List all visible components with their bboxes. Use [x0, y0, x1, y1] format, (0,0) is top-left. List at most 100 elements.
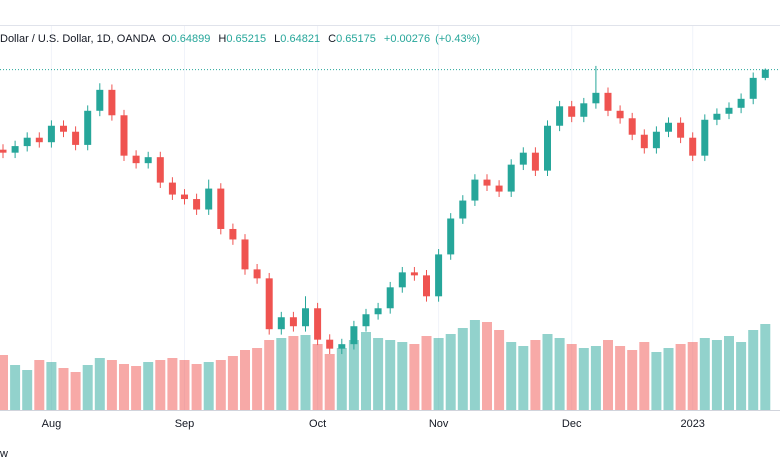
candle-body	[483, 179, 491, 186]
volume-bar	[494, 330, 505, 410]
volume-bar	[264, 340, 275, 410]
candle-body	[544, 125, 551, 171]
candle-body	[640, 134, 648, 149]
volume-bar	[409, 344, 420, 410]
volume-bar	[191, 364, 202, 410]
volume-bar	[590, 346, 601, 410]
x-tick-label: Oct	[309, 418, 326, 430]
volume-bar	[639, 342, 650, 410]
candle-body	[144, 157, 152, 164]
candle-body	[72, 131, 80, 145]
candle-body	[519, 152, 527, 165]
volume-bar	[748, 330, 759, 410]
candle-body	[592, 92, 600, 104]
candle-body	[35, 137, 43, 143]
price-layer	[0, 65, 769, 355]
candle-body	[580, 103, 588, 117]
ohlc-value: 0.65175	[336, 33, 376, 45]
candle-body	[652, 131, 660, 149]
candle-body	[495, 185, 503, 192]
candle-body	[737, 98, 745, 108]
candle-body	[314, 308, 322, 340]
candle-body	[713, 113, 721, 120]
volume-bar	[554, 338, 565, 410]
change: +0.00276	[383, 33, 431, 45]
volume-bar	[469, 320, 480, 410]
ohlc-label: L	[274, 33, 281, 45]
candle-body	[11, 146, 19, 153]
candle-body	[120, 115, 128, 156]
volume-bar	[131, 366, 142, 410]
volume-bar	[397, 342, 408, 410]
volume-bar	[82, 365, 93, 410]
volume-bar	[699, 338, 710, 410]
candle-body	[459, 200, 467, 219]
candle-body	[47, 125, 55, 143]
volume-layer	[0, 320, 771, 410]
x-tick-label: Sep	[175, 418, 195, 430]
volume-bar	[627, 350, 638, 410]
candle-body	[604, 92, 612, 111]
volume-bar	[10, 365, 21, 410]
x-tick-label: Nov	[429, 418, 449, 430]
candle-body	[628, 118, 636, 135]
volume-bar	[203, 362, 214, 410]
volume-bar	[736, 342, 747, 410]
candle-body	[217, 188, 225, 229]
volume-bar	[288, 336, 299, 410]
volume-bar	[603, 340, 613, 410]
volume-bar	[227, 356, 238, 410]
volume-bar	[276, 338, 287, 410]
volume-bar	[760, 324, 771, 410]
candle-body	[689, 137, 697, 156]
candle-body	[701, 119, 709, 156]
ohlc-label: H	[218, 33, 227, 45]
volume-bar	[70, 372, 81, 410]
brand: w	[0, 448, 8, 460]
volume-bar	[240, 350, 250, 410]
volume-bar	[167, 358, 178, 410]
volume-bar	[615, 346, 626, 410]
candle-body	[362, 314, 370, 327]
candle-body	[616, 110, 624, 119]
candle-body	[374, 308, 382, 315]
volume-bar	[445, 334, 456, 410]
volume-bar	[675, 344, 686, 410]
volume-bar	[506, 342, 517, 410]
symbol: Dollar / U.S. Dollar, 1D, OANDA	[0, 33, 156, 45]
candle-body	[193, 199, 201, 210]
candle-body	[168, 182, 176, 195]
candle-body	[181, 194, 188, 200]
volume-bar	[22, 370, 33, 410]
candle-body	[302, 308, 309, 327]
volume-bar	[421, 336, 432, 410]
candle-body	[398, 272, 406, 288]
volume-bar	[724, 336, 734, 410]
volume-bar	[651, 352, 662, 410]
volume-bar	[348, 340, 359, 410]
ohlc-value: 0.65215	[226, 33, 267, 45]
candle-body	[749, 77, 757, 99]
ohlc-value: 0.64821	[280, 33, 321, 45]
ohlc-value: 0.64899	[170, 33, 211, 45]
volume-bar	[530, 340, 541, 410]
volume-bar	[215, 360, 226, 410]
volume-bar	[46, 362, 57, 410]
candle-body	[229, 228, 237, 240]
x-tick-label: Dec	[562, 418, 582, 430]
volume-bar	[312, 344, 323, 410]
candle-body	[531, 152, 539, 171]
candle-body	[108, 89, 116, 116]
candle-body	[277, 317, 285, 330]
candle-body	[265, 278, 273, 330]
volume-bar	[578, 348, 589, 410]
candle-body	[725, 107, 733, 114]
candle-body	[423, 275, 430, 297]
x-tick-label: 2023	[680, 418, 704, 430]
volume-bar	[58, 368, 69, 410]
volume-bar	[179, 360, 190, 410]
change-pct: (+0.43%)	[435, 33, 481, 45]
candle-body	[253, 269, 261, 279]
volume-bar	[119, 364, 129, 410]
